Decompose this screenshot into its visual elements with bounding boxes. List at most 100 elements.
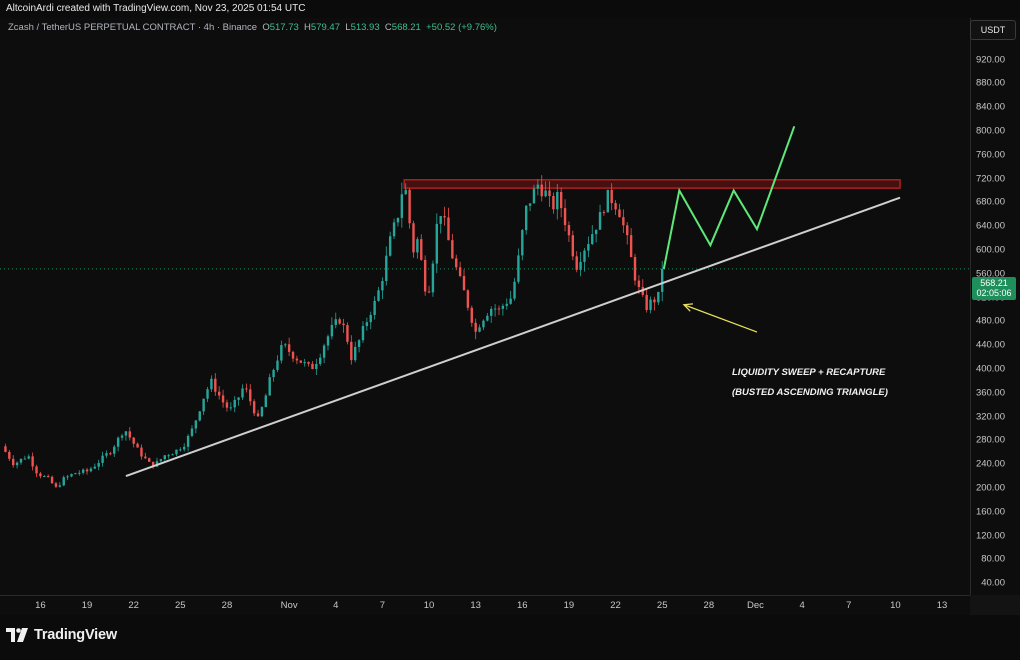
candle-up [15, 462, 19, 466]
candle-up [517, 255, 520, 282]
candle-up [435, 223, 439, 264]
candle-up [392, 222, 396, 237]
candle-down [128, 431, 132, 438]
candle-up [353, 346, 357, 361]
candle-down [470, 307, 473, 323]
candle-down [221, 395, 225, 403]
candle-down [451, 240, 454, 259]
candle-down [148, 458, 151, 462]
time-tick-label: 4 [333, 600, 339, 611]
candle-down [85, 469, 89, 472]
candle-down [474, 322, 477, 332]
candle-up [579, 261, 582, 270]
time-tick-label: Dec [747, 600, 764, 611]
currency-button[interactable]: USDT [970, 20, 1016, 40]
footer-bar: TradingView [0, 615, 1020, 660]
candle-down [109, 453, 112, 455]
time-tick-label: 28 [703, 600, 715, 611]
candle-up [19, 458, 23, 463]
candle-up [583, 250, 586, 262]
candle-up [373, 300, 376, 315]
candle-up [598, 212, 602, 230]
time-axis[interactable]: 16 19 22 25 28 Nov 4 7 10 13 16 19 22 25 28 Dec 4 7 10 13 [0, 595, 970, 616]
candle-down [54, 483, 58, 487]
time-tick-label: 7 [846, 600, 852, 611]
price-axis[interactable]: 920.00 880.00 840.00 800.00 760.00 720.00 680.… [970, 18, 1020, 595]
candle-down [350, 341, 353, 361]
high-value: 579.47 [310, 22, 340, 33]
candle-up [167, 455, 170, 457]
last-price-value: 568.21 [980, 278, 1008, 288]
price-tick-label: 560.00 [975, 268, 1005, 280]
candle-up [661, 268, 664, 292]
candle-up [194, 420, 198, 429]
time-tick-label: 19 [81, 600, 93, 611]
candle-down [35, 466, 38, 474]
candle-up [486, 315, 489, 321]
candle-down [144, 456, 147, 459]
candle-down [31, 456, 34, 467]
candle-up [319, 357, 322, 364]
top-bar: AltcoinArdi created with TradingView.com… [0, 0, 1020, 18]
price-tick-label: 920.00 [975, 54, 1005, 66]
candle-down [249, 389, 252, 402]
candle-up [396, 217, 400, 223]
bar-countdown: 02:05:06 [976, 288, 1012, 298]
candle-down [295, 358, 299, 361]
chart-plot-area[interactable] [0, 18, 970, 595]
candle-up [241, 388, 244, 398]
candle-down [559, 191, 563, 209]
candle-up [62, 477, 65, 486]
candle-up [268, 377, 271, 396]
candle-up [124, 431, 128, 436]
time-tick-label: 16 [517, 600, 528, 611]
candle-up [482, 320, 485, 328]
candle-down [136, 443, 139, 448]
candle-up [404, 189, 407, 195]
last-price-label: 568.21 02:05:06 [972, 277, 1016, 300]
candle-down [552, 195, 555, 210]
candle-down [151, 461, 155, 467]
candle-up [198, 411, 201, 421]
candle-up [649, 299, 652, 311]
candle-up [388, 236, 392, 256]
candle-up [284, 344, 287, 346]
candle-up [74, 473, 77, 475]
price-tick-label: 240.00 [975, 458, 1005, 470]
tradingview-logo[interactable]: TradingView [6, 627, 117, 643]
candle-up [186, 435, 190, 447]
high-label: H [304, 22, 311, 33]
candle-down [299, 360, 302, 363]
candle-down [39, 473, 42, 477]
candle-up [116, 437, 120, 447]
candle-up [276, 360, 279, 370]
candle-down [342, 323, 345, 326]
candle-up [509, 298, 512, 304]
candle-up [89, 468, 93, 472]
candle-down [256, 413, 260, 417]
candle-up [179, 449, 182, 451]
candle-up [334, 319, 337, 325]
time-tick-label: 4 [799, 600, 805, 611]
price-tick-label: 200.00 [975, 482, 1005, 494]
candle-up [536, 184, 540, 189]
time-tick-label: 28 [221, 600, 233, 611]
candle-up [322, 345, 326, 358]
price-tick-label: 40.00 [981, 577, 1005, 589]
open-value: 517.73 [269, 22, 299, 33]
candle-down [610, 189, 613, 204]
candle-up [183, 446, 186, 450]
candle-up [58, 485, 62, 487]
candle-up [70, 474, 73, 477]
candle-up [202, 398, 205, 412]
candle-up [171, 454, 174, 456]
candle-up [43, 476, 46, 478]
candle-up [381, 281, 384, 291]
author-credit: AltcoinArdi created with TradingView.com… [6, 3, 306, 14]
time-tick-label: 19 [563, 600, 575, 611]
candle-up [493, 308, 497, 310]
candle-down [540, 184, 543, 197]
candle-up [478, 327, 481, 332]
candle-up [591, 234, 594, 245]
candle-up [120, 435, 124, 438]
